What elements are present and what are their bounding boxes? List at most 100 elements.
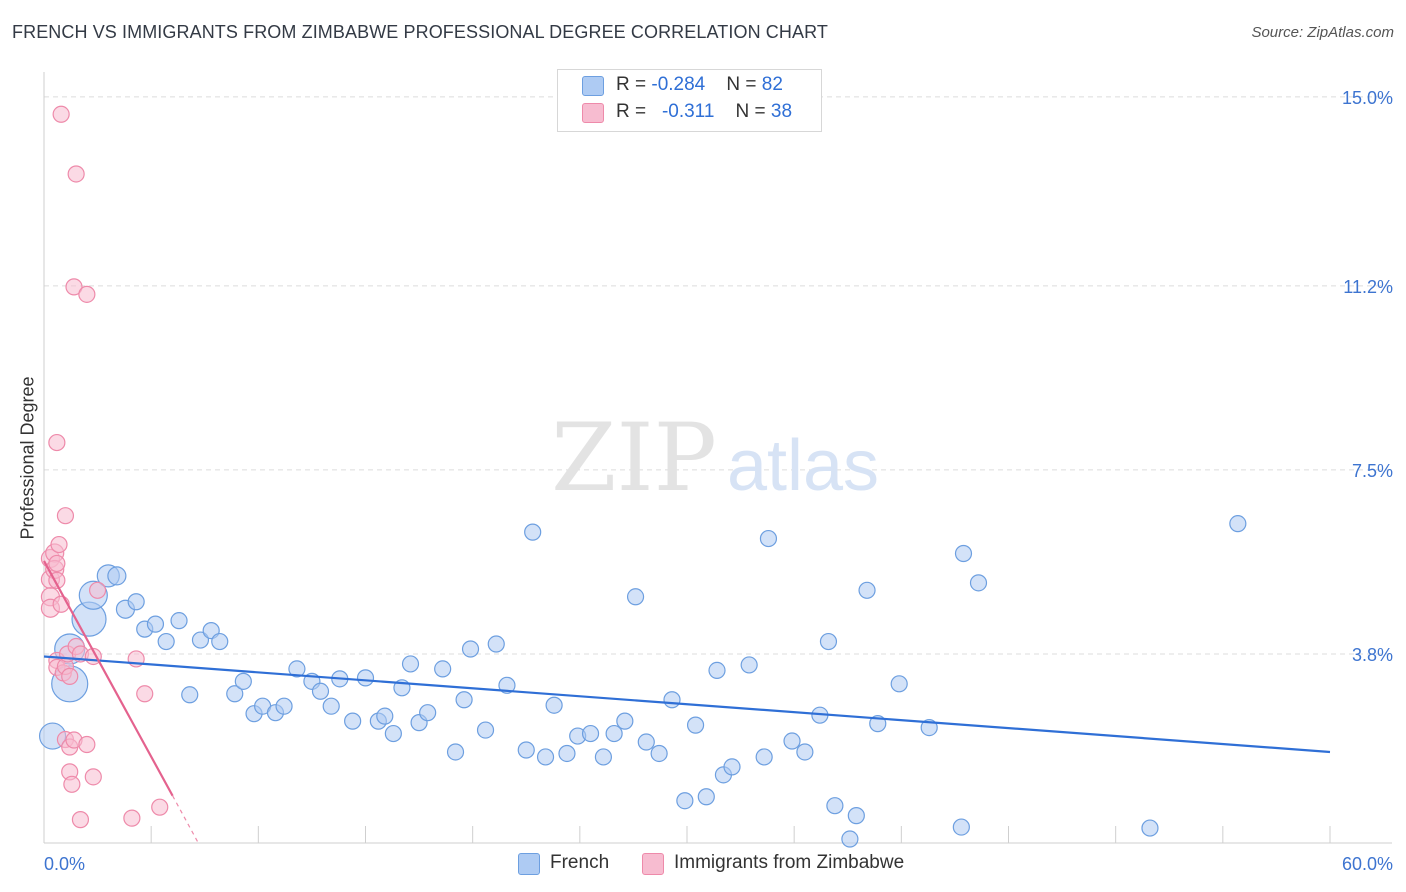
- french-point: [288, 660, 306, 678]
- zimbabwe-point: [50, 535, 68, 554]
- french-point: [211, 632, 229, 651]
- french-point: [740, 656, 758, 674]
- r-label: R =: [616, 74, 652, 95]
- french-point: [476, 721, 495, 739]
- zimbabwe-point: [88, 581, 107, 599]
- french-point: [127, 593, 145, 611]
- french-point: [858, 581, 876, 599]
- french-point: [637, 733, 655, 751]
- zimbabwe-point: [78, 735, 96, 754]
- french-point: [536, 748, 555, 766]
- french-point: [487, 635, 505, 653]
- french-point: [616, 712, 634, 730]
- zimbabwe-point: [84, 768, 102, 786]
- french-legend-label: French: [550, 852, 610, 873]
- x-tick-label: 60.0%: [1342, 854, 1393, 874]
- correlation-legend: R = -0.284 N = 82 R = -0.311 N = 38: [557, 69, 822, 132]
- french-point: [419, 704, 437, 722]
- legend-row-zimbabwe-text: R = -0.311 N = 38: [616, 101, 792, 123]
- zimbabwe-point: [78, 285, 96, 303]
- french-point: [517, 741, 535, 759]
- french-point: [455, 691, 473, 709]
- zimbabwe-points: [40, 105, 169, 829]
- french-point: [723, 758, 741, 776]
- zimbabwe-point: [71, 811, 90, 829]
- french-point: [826, 797, 844, 815]
- series-legend: French Immigrants from Zimbabwe: [0, 852, 1406, 878]
- french-legend-swatch: [518, 853, 540, 875]
- french-point: [796, 743, 814, 761]
- french-point: [663, 691, 681, 709]
- french-point: [107, 566, 127, 586]
- french-point: [1229, 515, 1247, 533]
- trend-lines: [43, 560, 1331, 844]
- y-tick-label: 15.0%: [1342, 88, 1393, 108]
- n-value: 38: [770, 101, 793, 122]
- french-point: [581, 724, 600, 743]
- french-point: [605, 724, 623, 743]
- zimbabwe-swatch: [582, 103, 604, 123]
- zimbabwe-point: [151, 798, 169, 816]
- french-point: [146, 615, 165, 633]
- french-point: [783, 732, 801, 750]
- french-point: [819, 632, 838, 651]
- zimbabwe-point: [136, 685, 154, 703]
- french-point: [686, 716, 705, 734]
- zimbabwe-point: [61, 667, 79, 685]
- n-label: N =: [735, 101, 771, 122]
- french-point: [626, 588, 645, 606]
- french-point: [181, 686, 199, 704]
- french-point: [952, 818, 970, 836]
- french-trend-line: [43, 655, 1331, 754]
- french-point: [759, 529, 778, 548]
- french-point: [847, 807, 865, 825]
- french-point: [545, 696, 563, 714]
- zimbabwe-point: [65, 278, 83, 296]
- french-point: [954, 544, 973, 563]
- french-point: [558, 744, 576, 763]
- watermark-atlas: atlas: [727, 426, 879, 506]
- french-point: [498, 676, 516, 694]
- x-tick-label: 0.0%: [44, 854, 85, 874]
- source-credit: Source: ZipAtlas.com: [1251, 24, 1394, 41]
- zimbabwe-trend-extension: [172, 795, 199, 844]
- zimbabwe-point: [48, 433, 66, 452]
- axes: [43, 72, 1392, 844]
- french-point: [594, 748, 613, 766]
- french-point: [344, 712, 362, 730]
- r-value: -0.284: [651, 74, 706, 95]
- legend-row-french-text: R = -0.284 N = 82: [616, 74, 783, 96]
- watermark: ZIP atlas: [551, 404, 879, 513]
- y-tick-label: 7.5%: [1352, 461, 1393, 481]
- zimbabwe-point: [63, 775, 81, 793]
- n-label: N =: [726, 74, 762, 95]
- french-point: [676, 792, 694, 810]
- grid-lines: [44, 96, 1392, 655]
- french-points: [38, 515, 1247, 848]
- zimbabwe-legend-swatch: [642, 853, 664, 875]
- french-point: [524, 523, 542, 541]
- french-point: [434, 660, 452, 678]
- french-point: [708, 661, 726, 679]
- zimbabwe-legend-label: Immigrants from Zimbabwe: [674, 852, 905, 873]
- french-point: [311, 682, 330, 700]
- french-point: [650, 744, 668, 763]
- zimbabwe-trend-line: [43, 560, 174, 797]
- french-point: [841, 830, 859, 848]
- zimbabwe-point: [67, 165, 85, 183]
- zimbabwe-point: [52, 105, 70, 123]
- french-point: [384, 724, 402, 743]
- french-point: [226, 685, 244, 703]
- french-point: [755, 748, 773, 766]
- french-point: [157, 632, 175, 651]
- y-tick-label: 3.8%: [1352, 645, 1393, 665]
- french-point: [356, 669, 375, 687]
- french-point: [275, 697, 293, 715]
- tick-labels: 3.8% 7.5% 11.2% 15.0% 0.0% 60.0%: [44, 88, 1393, 874]
- zimbabwe-point: [56, 507, 75, 525]
- french-point: [446, 743, 465, 761]
- french-point: [401, 655, 420, 673]
- french-point: [890, 675, 908, 693]
- french-point: [461, 640, 480, 658]
